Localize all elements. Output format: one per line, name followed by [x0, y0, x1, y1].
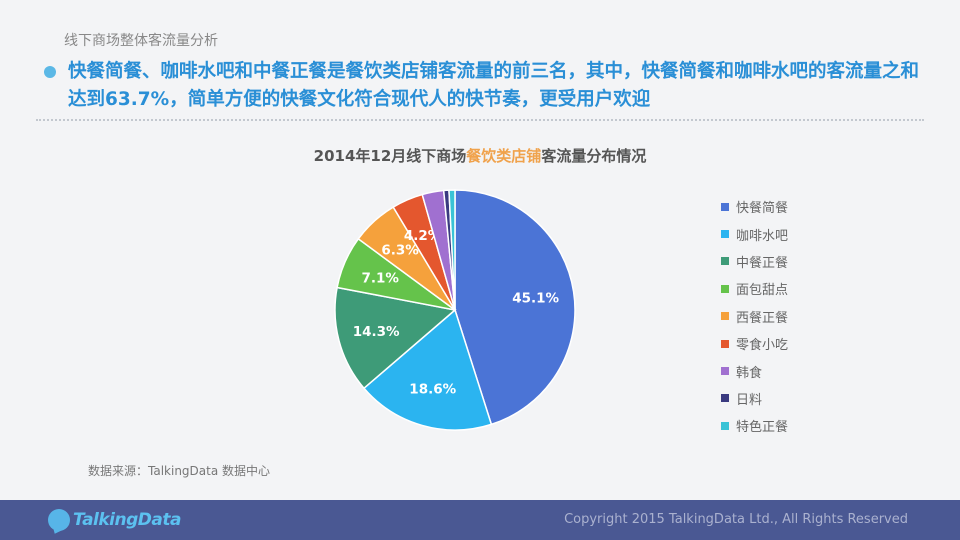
slice-label-4: 7.1% [361, 270, 399, 286]
legend-label-5: 西餐正餐 [736, 310, 789, 326]
legend-label-7: 韩食 [736, 365, 763, 381]
chart-title-highlight: 餐饮类店铺 [466, 147, 542, 165]
slice-label-1: 45.1% [512, 290, 559, 306]
chart-title-suffix: 客流量分布情况 [541, 147, 647, 165]
legend-label-1: 快餐简餐 [736, 201, 789, 217]
headline-part1: 快餐简餐、咖啡水吧和中餐正餐是餐饮类店铺客流量的前三名，其中，快餐简餐和咖啡水吧… [68, 61, 920, 110]
legend-label-2: 咖啡水吧 [736, 228, 789, 244]
legend-swatch-3 [721, 257, 729, 266]
legend-swatch-6 [721, 339, 729, 348]
pie-slice-2 [362, 308, 493, 431]
legend-item-9: 特色正餐 [721, 412, 788, 439]
headline-part2: ，简单方便的快餐文化符合现代人的快节奏，更受用户欢迎 [169, 89, 651, 110]
slice-label-5: 6.3% [381, 243, 419, 259]
legend-item-5: 西餐正餐 [721, 303, 788, 330]
pie-chart: 45.1%18.6%14.3%7.1%6.3%4.2% [334, 189, 576, 431]
slice-label-3: 14.3% [353, 324, 400, 340]
bullet-dot-icon [44, 66, 56, 78]
section-title: 线下商场整体客流量分析 [64, 33, 218, 49]
logo: TalkingData [48, 509, 181, 531]
pie-slice-9 [448, 189, 456, 311]
legend-swatch-9 [721, 421, 729, 430]
legend-item-6: 零食小吃 [721, 330, 788, 357]
footer: TalkingData Copyright 2015 TalkingData L… [0, 500, 960, 540]
dotted-divider [36, 119, 924, 121]
legend-item-1: 快餐简餐 [721, 193, 788, 220]
legend-swatch-5 [721, 312, 729, 321]
chart-title-prefix: 2014年12月线下商场 [313, 147, 467, 165]
slice-label-2: 18.6% [409, 382, 456, 398]
pie-slice-1 [454, 189, 576, 426]
legend-swatch-4 [721, 284, 729, 293]
chart-legend: 快餐简餐咖啡水吧中餐正餐面包甜点西餐正餐零食小吃韩食日料特色正餐 [721, 193, 788, 440]
legend-item-4: 面包甜点 [721, 275, 788, 302]
chart-title: 2014年12月线下商场餐饮类店铺客流量分布情况 [0, 145, 960, 166]
legend-swatch-2 [721, 230, 729, 239]
legend-item-2: 咖啡水吧 [721, 220, 788, 247]
legend-item-3: 中餐正餐 [721, 248, 788, 275]
legend-swatch-1 [721, 202, 729, 211]
legend-label-3: 中餐正餐 [736, 255, 789, 271]
speech-bubble-logo-icon [48, 509, 70, 531]
logo-text: TalkingData [73, 510, 181, 530]
legend-swatch-8 [721, 394, 729, 403]
legend-swatch-7 [721, 367, 729, 376]
legend-item-8: 日料 [721, 385, 788, 412]
legend-label-8: 日料 [736, 392, 763, 408]
headline-highlight: 63.7% [105, 89, 170, 110]
headline-text: 快餐简餐、咖啡水吧和中餐正餐是餐饮类店铺客流量的前三名，其中，快餐简餐和咖啡水吧… [68, 58, 924, 114]
data-source: 数据来源：TalkingData 数据中心 [88, 464, 271, 478]
legend-item-7: 韩食 [721, 357, 788, 384]
legend-label-4: 面包甜点 [736, 283, 789, 299]
legend-label-9: 特色正餐 [736, 420, 789, 436]
legend-label-6: 零食小吃 [736, 338, 789, 354]
headline: 快餐简餐、咖啡水吧和中餐正餐是餐饮类店铺客流量的前三名，其中，快餐简餐和咖啡水吧… [44, 58, 924, 114]
copyright: Copyright 2015 TalkingData Ltd., All Rig… [564, 512, 908, 527]
pie-slice-3 [334, 286, 457, 390]
